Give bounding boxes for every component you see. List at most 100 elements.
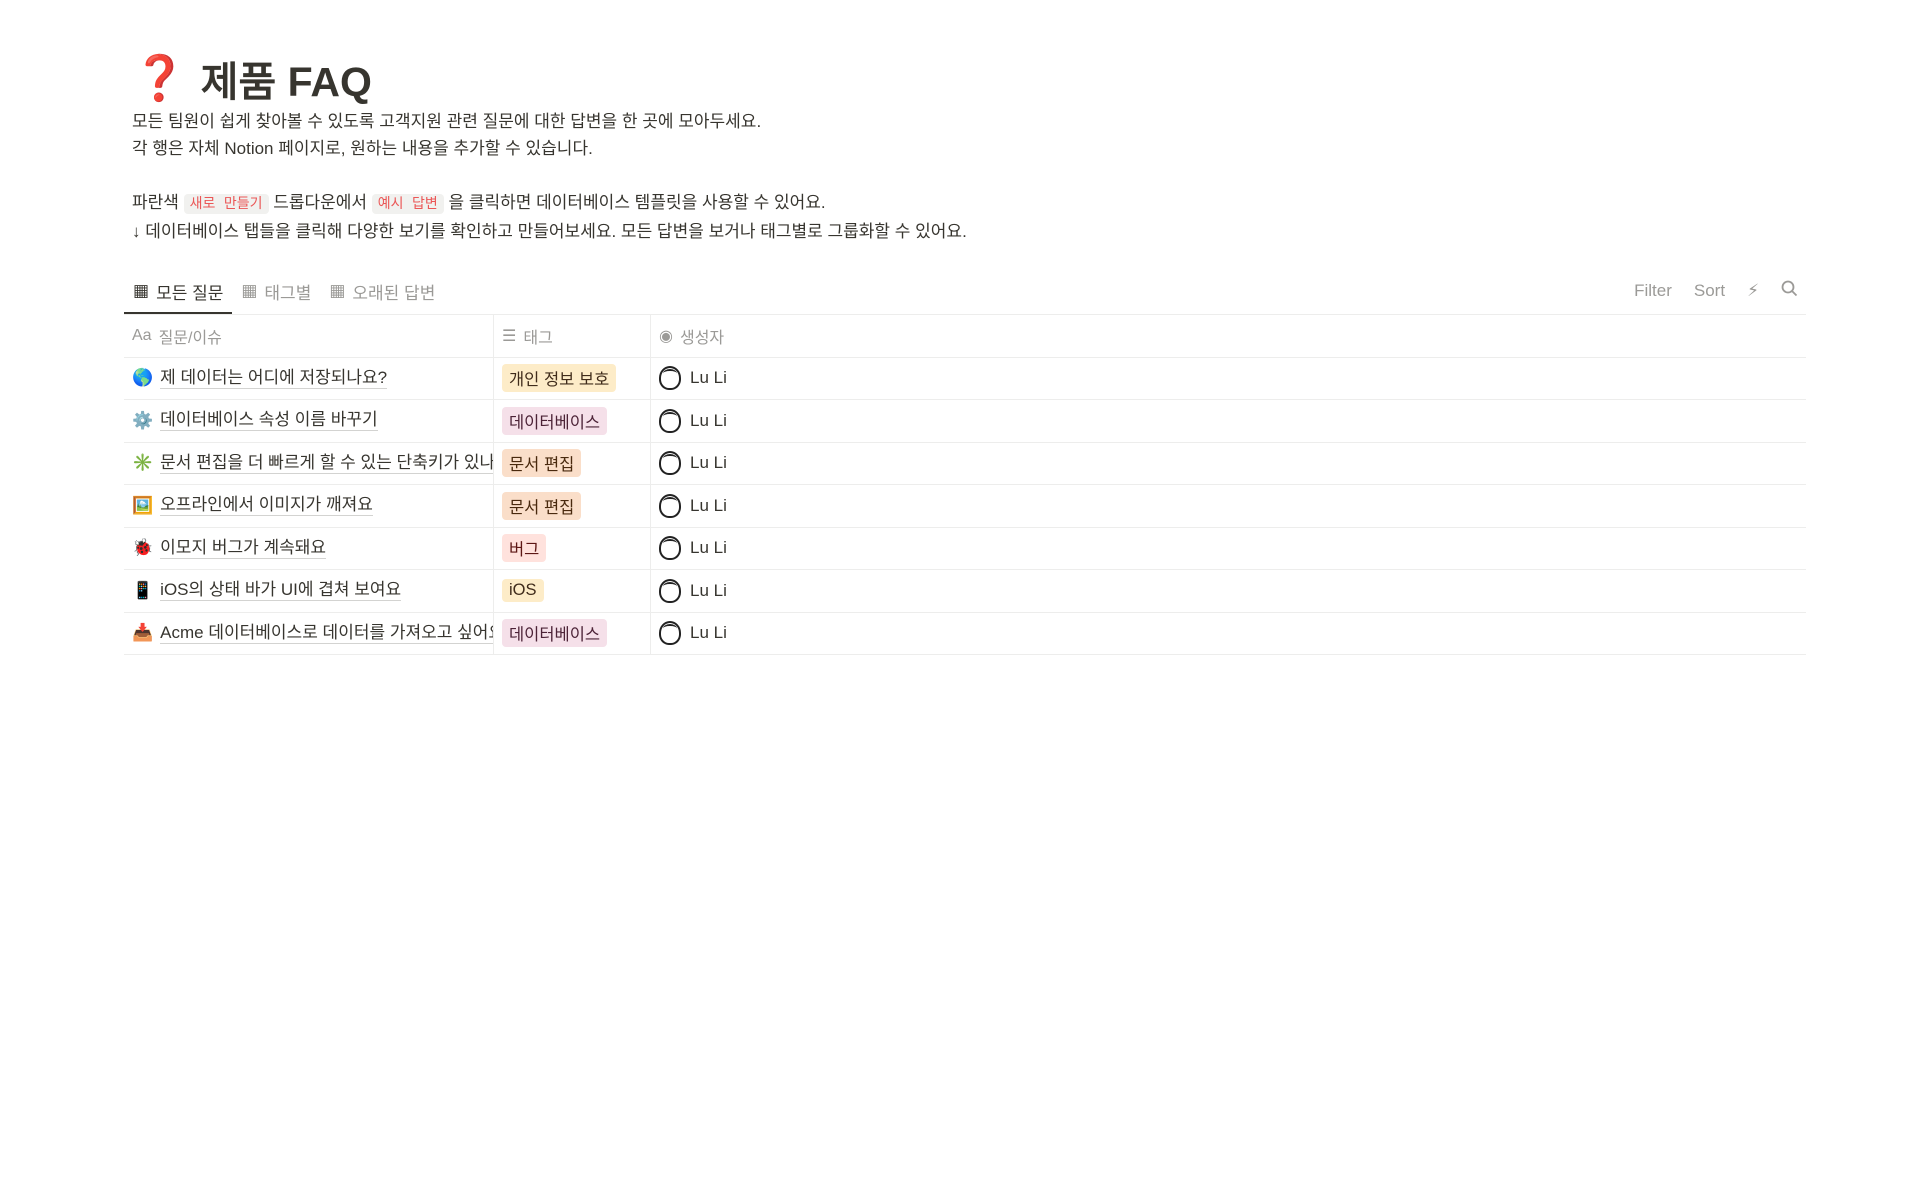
column-header-tag[interactable]: ☰ 태그 [494,315,651,357]
tag-cell[interactable]: 개인 정보 보호 [494,357,651,399]
page-emoji-icon: 🌎 [132,368,154,388]
text: 드롭다운에서 [268,193,372,212]
inline-code: 예시 답변 [371,194,444,214]
page-emoji-icon: 🐞 [132,538,154,558]
column-label: 태그 [523,329,553,347]
page-emoji-icon: 📥 [132,623,154,643]
table-icon: ▦ [133,281,150,300]
creator-name: Lu Li [690,368,727,388]
question-mark-icon[interactable]: ❓ [132,54,187,103]
question-cell[interactable]: 📥 Acme 데이터베이스로 데이터를 가져오고 싶어요 [124,612,494,654]
avatar [659,536,681,561]
description-line: 각 행은 자체 Notion 페이지로, 원하는 내용을 추가할 수 있습니다. [132,139,593,158]
creator-cell[interactable]: Lu Li [651,528,1806,570]
person-icon: ◉ [659,327,673,345]
question-title[interactable]: iOS의 상태 바가 UI에 겹쳐 보여요 [160,580,402,602]
question-cell[interactable]: 🌎 제 데이터는 어디에 저장되나요? [124,357,494,399]
tab-label: 오래된 답변 [352,283,436,303]
lightning-icon[interactable]: ⚡︎ [1747,281,1759,300]
tag-cell[interactable]: 문서 편집 [494,485,651,527]
tag-badge: iOS [502,579,544,603]
question-title[interactable]: Acme 데이터베이스로 데이터를 가져오고 싶어요 [160,623,493,644]
table-row[interactable]: 📱 iOS의 상태 바가 UI에 겹쳐 보여요 iOS Lu Li [124,570,1806,613]
creator-cell[interactable]: Lu Li [651,400,1806,442]
table-row[interactable]: 🖼️ 오프라인에서 이미지가 깨져요 문서 편집 Lu Li [124,485,1806,528]
tag-badge: 문서 편집 [502,449,582,478]
question-title[interactable]: 제 데이터는 어디에 저장되나요? [160,367,388,389]
text: 파란색 [132,193,184,212]
description-line: ↓ 데이터베이스 탭들을 클릭해 다양한 보기를 확인하고 만들어보세요. 모든… [132,222,967,241]
question-title[interactable]: 이모지 버그가 계속돼요 [160,537,327,559]
filter-button[interactable]: Filter [1634,281,1672,300]
question-cell[interactable]: ✳️ 문서 편집을 더 빠르게 할 수 있는 단축키가 있나요? [124,442,494,484]
table-header: Aa 질문/이슈 ☰ 태그 ◉ 생성자 [124,315,1806,358]
tag-badge: 문서 편집 [502,491,582,520]
view-toolbar: Filter Sort ⚡︎ [1634,280,1806,302]
tag-cell[interactable]: 데이터베이스 [494,400,651,442]
view-tabs: ▦ 모든 질문 ▦ 태그별 ▦ 오래된 답변 Filter Sort ⚡︎ [124,268,1806,314]
avatar [659,408,681,433]
tag-cell[interactable]: 데이터베이스 [494,612,651,654]
creator-name: Lu Li [690,410,727,430]
table-icon: ▦ [241,281,258,300]
column-header-creator[interactable]: ◉ 생성자 [651,315,1806,357]
page-emoji-icon: ✳️ [132,453,154,473]
question-title[interactable]: 데이터베이스 속성 이름 바꾸기 [160,410,378,432]
list-icon: ☰ [502,327,517,345]
creator-cell[interactable]: Lu Li [651,570,1806,612]
tag-badge: 데이터베이스 [502,406,608,435]
page-title: ❓ 제품 FAQ [132,48,372,108]
question-title[interactable]: 문서 편집을 더 빠르게 할 수 있는 단축키가 있나요? [160,453,493,474]
creator-cell[interactable]: Lu Li [651,613,1806,655]
inline-code: 새로 만들기 [183,194,269,214]
tab-label: 태그별 [264,283,312,303]
table-icon: ▦ [329,281,346,300]
question-cell[interactable]: 📱 iOS의 상태 바가 UI에 겹쳐 보여요 [124,570,494,612]
avatar [659,451,681,476]
spacer [132,162,967,189]
sort-button[interactable]: Sort [1693,281,1726,300]
page-emoji-icon: ⚙️ [132,410,154,430]
page-description: 모든 팀원이 쉽게 찾아볼 수 있도록 고객지원 관련 질문에 대한 답변을 한… [132,108,967,245]
text: 을 클릭하면 데이터베이스 템플릿을 사용할 수 있어요. [443,193,826,212]
tab-all-questions[interactable]: ▦ 모든 질문 [124,268,233,314]
question-cell[interactable]: ⚙️ 데이터베이스 속성 이름 바꾸기 [124,400,494,442]
tag-cell[interactable]: 문서 편집 [494,442,651,484]
tab-by-tag[interactable]: ▦ 태그별 [232,268,320,314]
table-row[interactable]: ⚙️ 데이터베이스 속성 이름 바꾸기 데이터베이스 Lu Li [124,400,1806,443]
search-icon[interactable] [1781,280,1798,302]
table-row[interactable]: ✳️ 문서 편집을 더 빠르게 할 수 있는 단축키가 있나요? 문서 편집 Lu… [124,442,1806,485]
creator-name: Lu Li [690,495,727,515]
tab-old-answers[interactable]: ▦ 오래된 답변 [320,268,444,314]
description-line: 모든 팀원이 쉽게 찾아볼 수 있도록 고객지원 관련 질문에 대한 답변을 한… [132,112,762,131]
column-label: 질문/이슈 [158,329,222,347]
avatar [659,366,681,391]
tag-cell[interactable]: 버그 [494,527,651,569]
column-header-question[interactable]: Aa 질문/이슈 [124,315,494,357]
avatar [659,493,681,518]
table-row[interactable]: 🐞 이모지 버그가 계속돼요 버그 Lu Li [124,527,1806,570]
question-title[interactable]: 오프라인에서 이미지가 깨져요 [160,495,373,517]
creator-cell[interactable]: Lu Li [651,443,1806,485]
tab-label: 모든 질문 [156,283,224,303]
question-cell[interactable]: 🖼️ 오프라인에서 이미지가 깨져요 [124,485,494,527]
description-line: 파란색 새로 만들기 드롭다운에서 예시 답변 을 클릭하면 데이터베이스 템플… [132,189,967,218]
tag-badge: 개인 정보 보호 [502,364,617,393]
creator-name: Lu Li [690,538,727,558]
tag-cell[interactable]: iOS [494,570,651,612]
creator-cell[interactable]: Lu Li [651,358,1806,400]
database-table: Aa 질문/이슈 ☰ 태그 ◉ 생성자 🌎 제 데이터는 어디에 저장되나요? 개인 정… [124,314,1806,655]
creator-cell[interactable]: Lu Li [651,485,1806,527]
table-row[interactable]: 📥 Acme 데이터베이스로 데이터를 가져오고 싶어요 데이터베이스 Lu Li [124,612,1806,655]
creator-name: Lu Li [690,623,727,643]
question-cell[interactable]: 🐞 이모지 버그가 계속돼요 [124,527,494,569]
text-property-icon: Aa [132,326,152,344]
creator-name: Lu Li [690,453,727,473]
avatar [659,578,681,603]
column-label: 생성자 [679,329,725,347]
page-title-text[interactable]: 제품 FAQ [200,59,372,105]
page-emoji-icon: 📱 [132,580,154,600]
tag-badge: 버그 [502,534,547,563]
table-row[interactable]: 🌎 제 데이터는 어디에 저장되나요? 개인 정보 보호 Lu Li [124,357,1806,400]
avatar [659,621,681,646]
